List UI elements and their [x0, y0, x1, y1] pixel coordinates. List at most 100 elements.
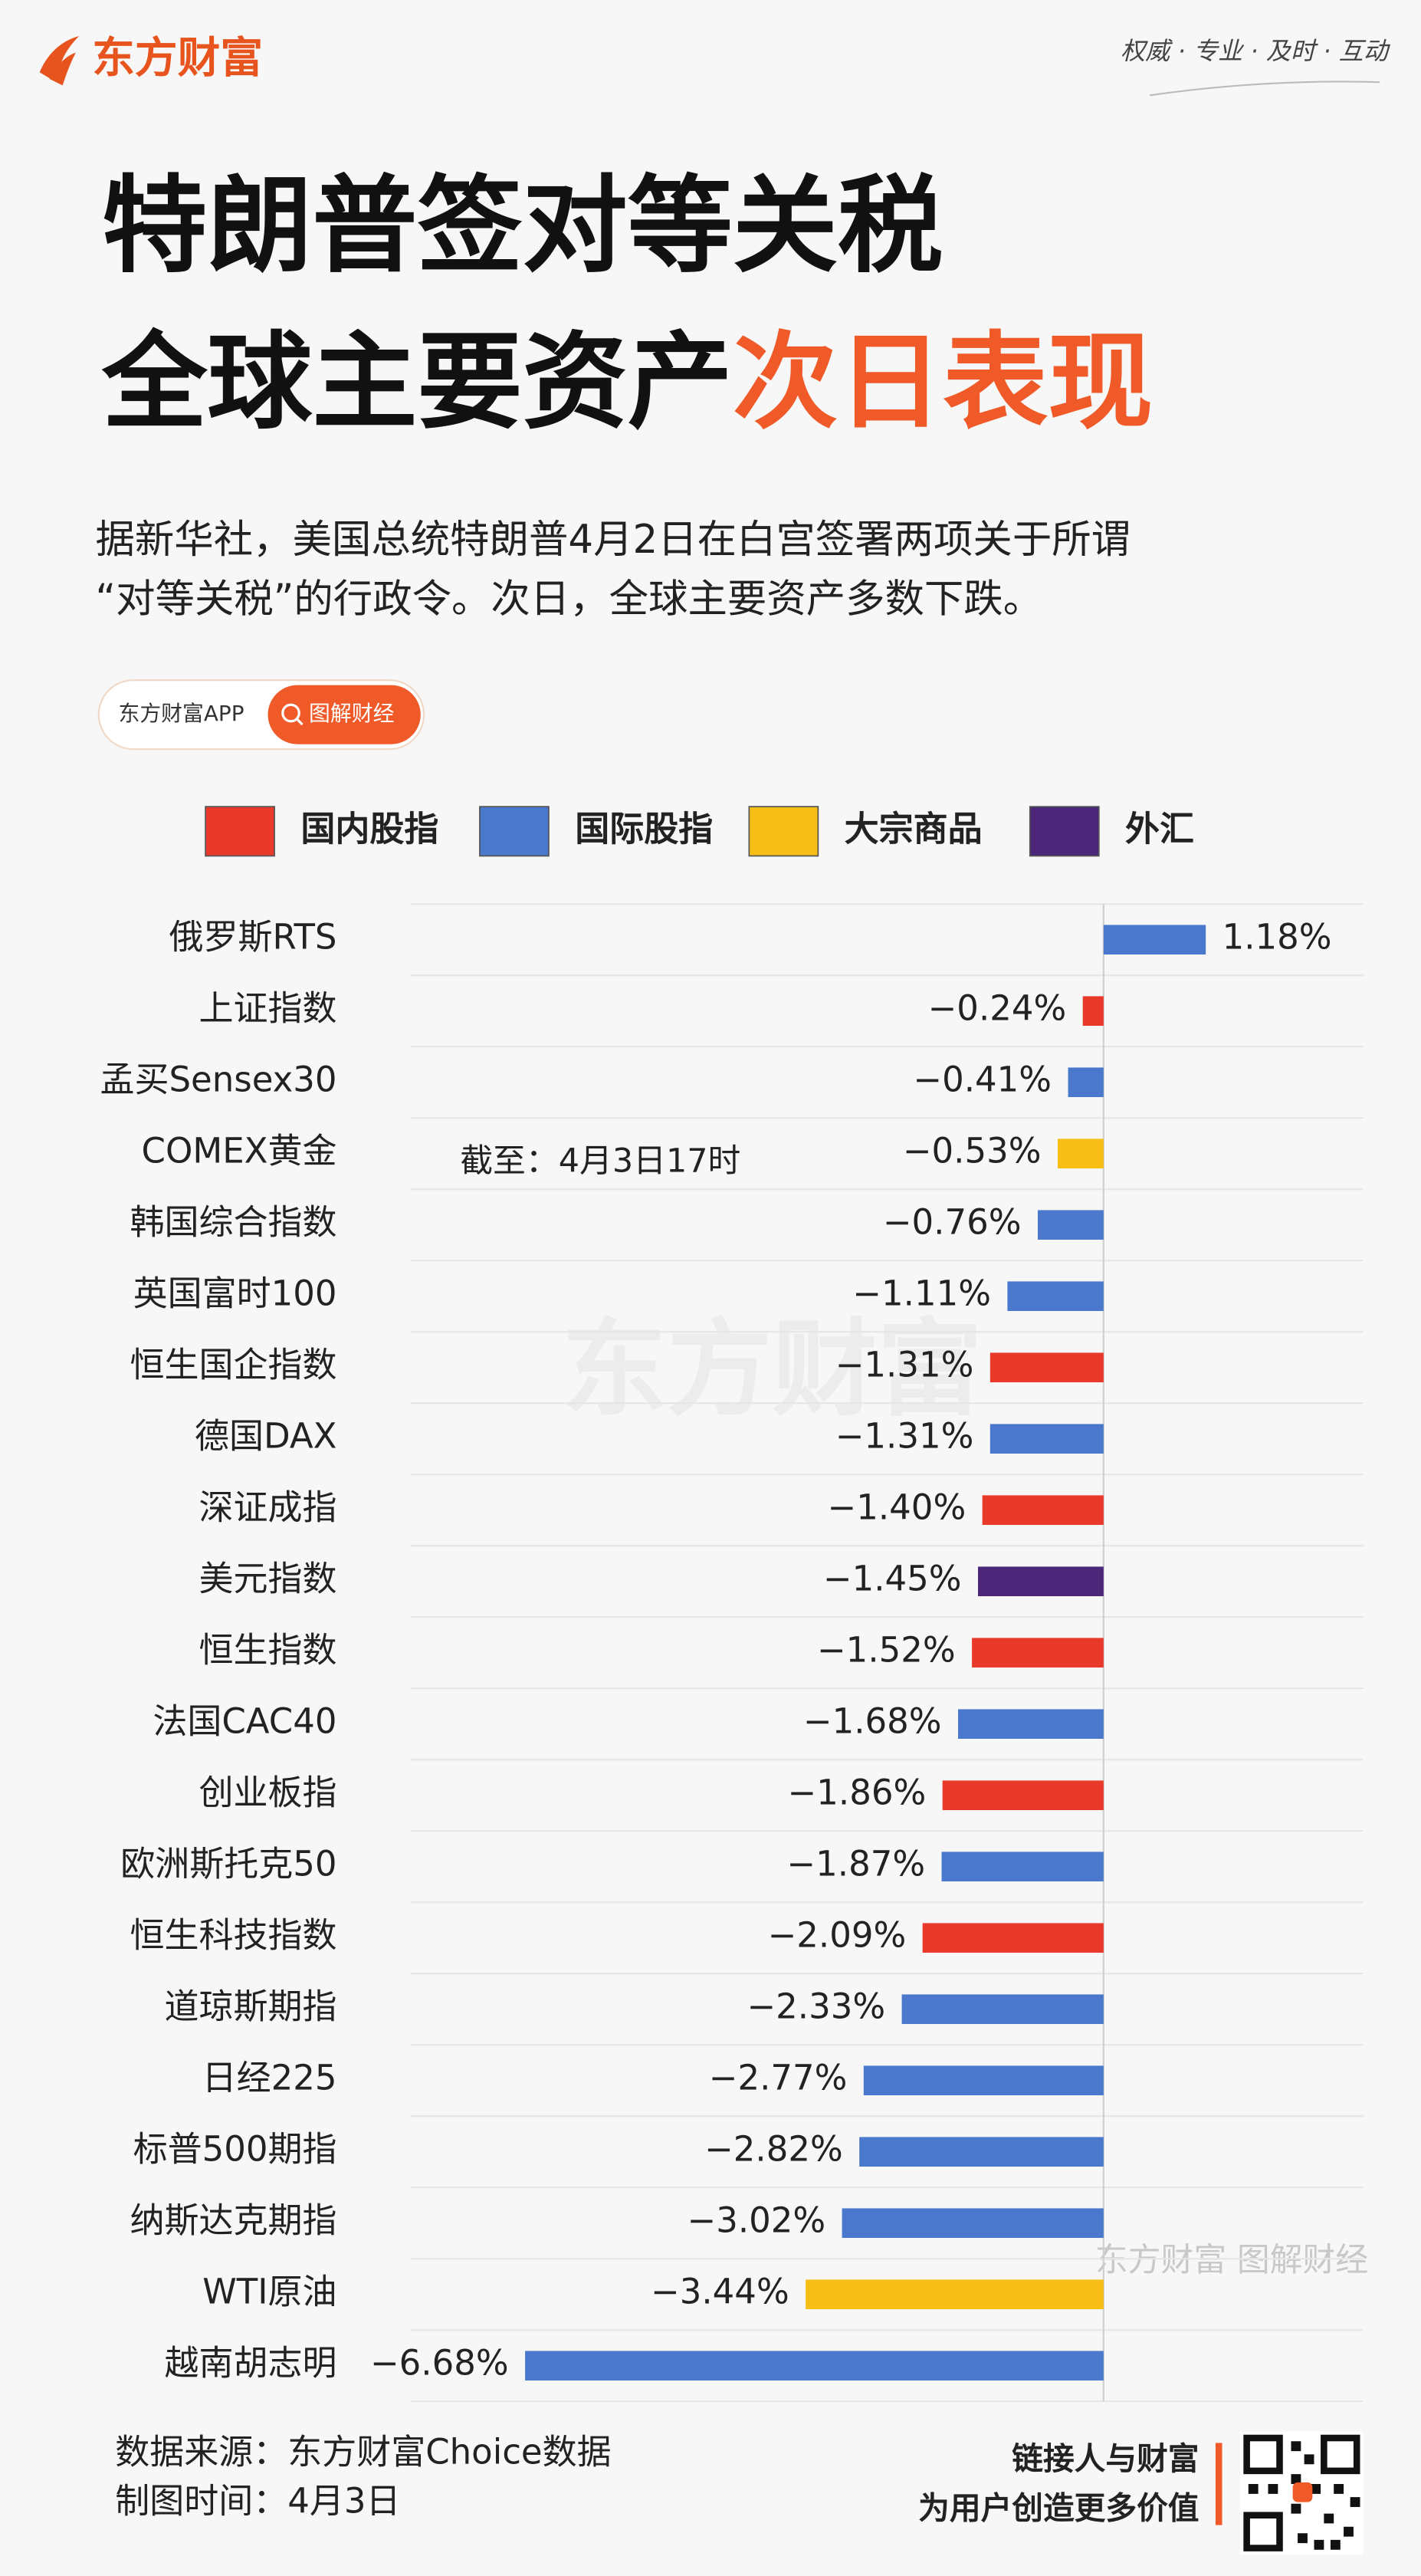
category-label: 纳斯达克期指	[130, 2200, 336, 2241]
intro-line: 据新华社，美国总统特朗普4月2日在白宫签署两项关于所谓	[96, 517, 1131, 563]
search-button-text: 图解财经	[309, 701, 394, 726]
legend-swatch	[748, 806, 819, 857]
value-label: −0.24%	[928, 988, 1067, 1029]
category-label: 标普500期指	[133, 2129, 337, 2170]
category-label: 道琼斯期指	[164, 1986, 336, 2027]
slogan: 权威 · 专业 · 及时 · 互动	[1121, 37, 1391, 66]
value-label: −1.31%	[835, 1416, 974, 1457]
logo-text: 东方财富	[92, 33, 263, 83]
value-label: −1.52%	[817, 1630, 956, 1671]
category-label: 德国DAX	[195, 1416, 336, 1457]
value-label: −0.41%	[913, 1060, 1052, 1100]
value-label: −2.82%	[704, 2129, 843, 2170]
tagline: 为用户创造更多价值	[918, 2489, 1199, 2526]
value-label: −2.77%	[709, 2058, 848, 2098]
value-label: −1.45%	[823, 1559, 962, 1599]
bar	[977, 1566, 1104, 1596]
qr-finder	[1243, 2434, 1283, 2475]
category-label: 深证成指	[199, 1487, 336, 1528]
category-label: 欧洲斯托克50	[120, 1844, 336, 1884]
bar	[1068, 1067, 1104, 1097]
category-label: 恒生国企指数	[130, 1345, 336, 1385]
category-label: 日经225	[202, 2058, 337, 2098]
source: 数据来源：东方财富Choice数据	[115, 2431, 611, 2472]
bar	[958, 1709, 1104, 1739]
bar	[1057, 1138, 1104, 1168]
bar	[525, 2351, 1104, 2380]
tagline: 链接人与财富	[1012, 2440, 1199, 2477]
bar	[989, 1424, 1104, 1454]
bar	[1007, 1281, 1104, 1311]
category-label: 恒生科技指数	[130, 1915, 336, 1956]
watermark: 东方财富	[562, 1309, 983, 1431]
category-label: 俄罗斯RTS	[169, 917, 336, 958]
value-label: −2.33%	[747, 1986, 885, 2027]
date: 制图时间：4月3日	[115, 2481, 400, 2522]
category-label: COMEX黄金	[142, 1131, 337, 1171]
slogan-stroke	[1150, 80, 1380, 97]
qr-logo	[1292, 2482, 1313, 2502]
value-label: −1.86%	[788, 1773, 927, 1813]
category-label: 创业板指	[199, 1773, 336, 1813]
bar	[863, 2065, 1104, 2095]
category-label: 英国富时100	[133, 1273, 337, 1314]
legend-swatch	[1029, 806, 1100, 857]
category-label: 韩国综合指数	[130, 1202, 336, 1243]
value-label: −6.68%	[370, 2343, 509, 2384]
title-black: 全球主要资产	[101, 321, 733, 443]
value-label: −1.68%	[803, 1701, 942, 1742]
bar	[922, 1923, 1104, 1953]
bar	[859, 2137, 1104, 2167]
intro-line: “对等关税”的行政令。次日，全球主要资产多数下跌。	[96, 576, 1043, 622]
bar	[982, 1495, 1104, 1525]
watermark-small: 东方财富 图解财经	[1095, 2241, 1368, 2279]
value-label: −1.11%	[852, 1273, 991, 1314]
qr-modules	[1248, 2441, 1360, 2550]
value-label: −0.53%	[903, 1131, 1042, 1171]
qr-finder	[1243, 2512, 1283, 2551]
legend-label: 国际股指	[575, 808, 713, 849]
logo-icon	[39, 36, 80, 86]
qr-code	[1240, 2431, 1364, 2555]
bar	[1037, 1210, 1104, 1240]
category-label: 越南胡志明	[164, 2343, 336, 2384]
legend-swatch	[205, 806, 275, 857]
category-label: 孟买Sensex30	[100, 1060, 336, 1100]
category-label: 法国CAC40	[153, 1701, 336, 1742]
bar	[1082, 996, 1104, 1026]
legend-swatch	[479, 806, 550, 857]
bar	[1103, 925, 1206, 955]
bar	[972, 1638, 1104, 1668]
search-icon	[281, 703, 300, 723]
annotation: 截至：4月3日17时	[460, 1142, 740, 1181]
category-label: WTI原油	[202, 2272, 336, 2312]
value-label: −1.40%	[828, 1487, 966, 1528]
title-line1: 特朗普签对等关税	[102, 166, 943, 288]
value-label: 1.18%	[1222, 917, 1332, 958]
bar	[806, 2279, 1104, 2309]
value-label: −3.02%	[688, 2200, 826, 2241]
search-button[interactable]	[267, 685, 421, 744]
bar	[989, 1352, 1104, 1382]
app-name: 东方财富APP	[119, 701, 244, 726]
title-orange: 次日表现	[733, 321, 1154, 443]
bar	[842, 2208, 1104, 2238]
category-label: 恒生指数	[199, 1630, 336, 1671]
value-label: −1.87%	[786, 1844, 925, 1884]
value-label: −3.44%	[651, 2272, 789, 2312]
legend-label: 国内股指	[300, 808, 438, 849]
bar	[941, 1852, 1104, 1881]
category-label: 美元指数	[199, 1559, 336, 1599]
footer-accent	[1215, 2443, 1222, 2525]
title-line2: 全球主要资产次日表现	[101, 321, 1153, 443]
search-icon	[296, 718, 304, 726]
qr-finder	[1321, 2434, 1360, 2475]
category-label: 上证指数	[199, 988, 336, 1029]
value-label: −1.31%	[835, 1345, 974, 1385]
bar	[942, 1780, 1104, 1810]
legend-label: 外汇	[1125, 808, 1194, 849]
